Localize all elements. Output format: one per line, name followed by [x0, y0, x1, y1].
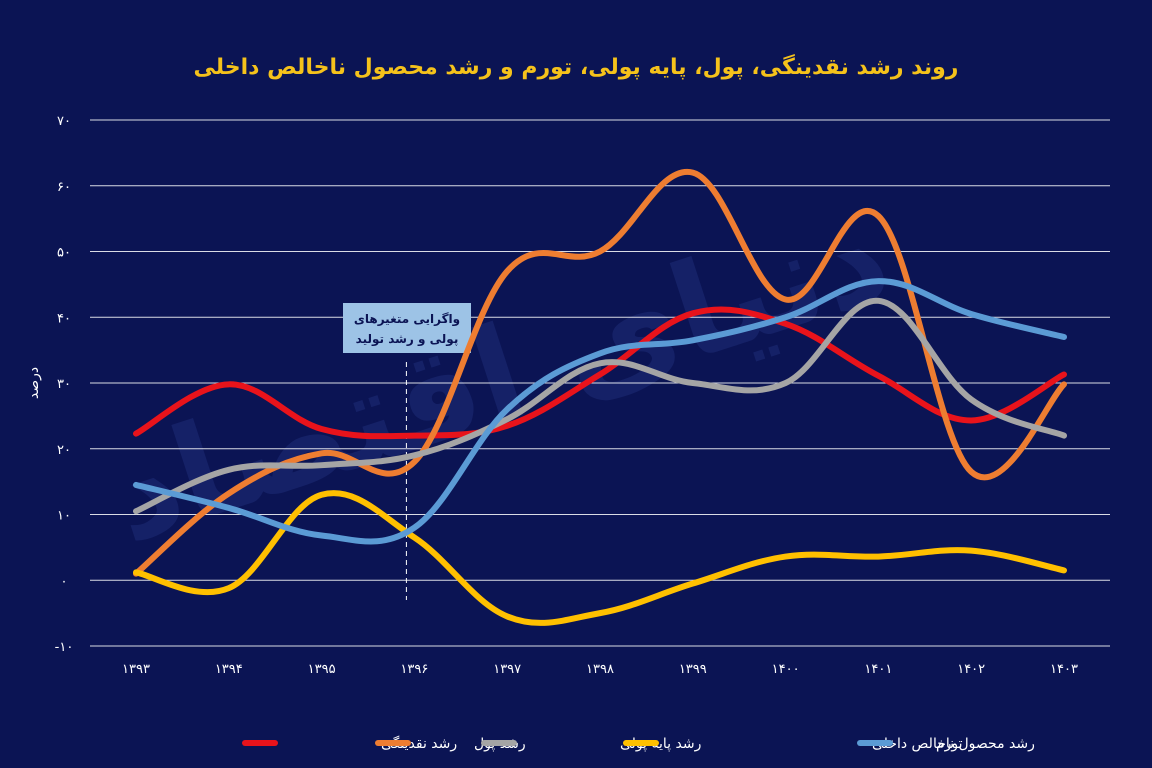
- series-line-5: [133, 278, 1067, 545]
- y-tick-label: ۰: [61, 574, 68, 589]
- x-tick-label: ۱۴۰۰: [772, 662, 800, 677]
- x-tick-label: ۱۳۹۹: [679, 662, 707, 677]
- y-axis-label: درصد: [26, 367, 42, 399]
- y-tick-label: ۵۰: [57, 246, 71, 261]
- watermark: دنیای اقتصاد: [91, 178, 907, 572]
- legend-label: رشد نقدینگی: [381, 735, 457, 752]
- legend-label: رشد محصول ناخالص داخلی: [872, 736, 1035, 752]
- y-axis-ticks: -۱۰ ۰ ۱۰ ۲۰ ۳۰ ۴۰ ۵۰ ۶۰ ۷۰: [55, 114, 74, 655]
- x-tick-label: ۱۴۰۲: [957, 662, 985, 677]
- y-tick-label: ۷۰: [57, 114, 71, 129]
- series-line-4: [133, 490, 1067, 626]
- x-tick-label: ۱۳۹۶: [400, 662, 428, 677]
- annotation-background: [343, 303, 471, 353]
- series-line-1: [133, 306, 1067, 440]
- annotation-text-line1: واگرایی متغیرهای: [354, 312, 460, 327]
- legend-item-1: رشد نقدینگی: [242, 735, 457, 752]
- x-tick-label: ۱۴۰۳: [1050, 662, 1078, 677]
- series-lines: [133, 168, 1067, 626]
- annotation-box: واگرایی متغیرهای پولی و رشد تولید: [343, 303, 471, 353]
- x-tick-label: ۱۳۹۷: [493, 662, 521, 677]
- legend-item-5: تورم: [857, 736, 963, 752]
- y-tick-label: ۱۰: [57, 509, 71, 524]
- y-tick-label: -۱۰: [55, 640, 74, 655]
- chart-title: روند رشد نقدینگی، پول، پایه پولی، تورم و…: [194, 53, 959, 80]
- x-tick-label: ۱۳۹۵: [308, 662, 336, 677]
- y-tick-label: ۳۰: [57, 377, 71, 392]
- x-tick-label: ۱۴۰۱: [864, 662, 892, 677]
- x-tick-label: ۱۳۹۳: [122, 662, 150, 677]
- legend-item-4: رشد محصول ناخالص داخلی: [623, 736, 1035, 752]
- legend-label: تورم: [936, 736, 963, 752]
- x-tick-label: ۱۳۹۴: [215, 662, 243, 677]
- x-tick-label: ۱۳۹۸: [586, 662, 614, 677]
- y-tick-label: ۶۰: [57, 180, 71, 195]
- x-axis-ticks: ۱۳۹۳ ۱۳۹۴ ۱۳۹۵ ۱۳۹۶ ۱۳۹۷ ۱۳۹۸ ۱۳۹۹ ۱۴۰۰ ۱۴۰۱ ۱۴۰۲…: [122, 662, 1078, 677]
- y-tick-label: ۲۰: [57, 443, 71, 458]
- annotation-text-line2: پولی و رشد تولید: [356, 332, 459, 347]
- grid: [90, 119, 1110, 647]
- series-line-3: [133, 297, 1067, 515]
- y-tick-label: ۴۰: [57, 311, 71, 326]
